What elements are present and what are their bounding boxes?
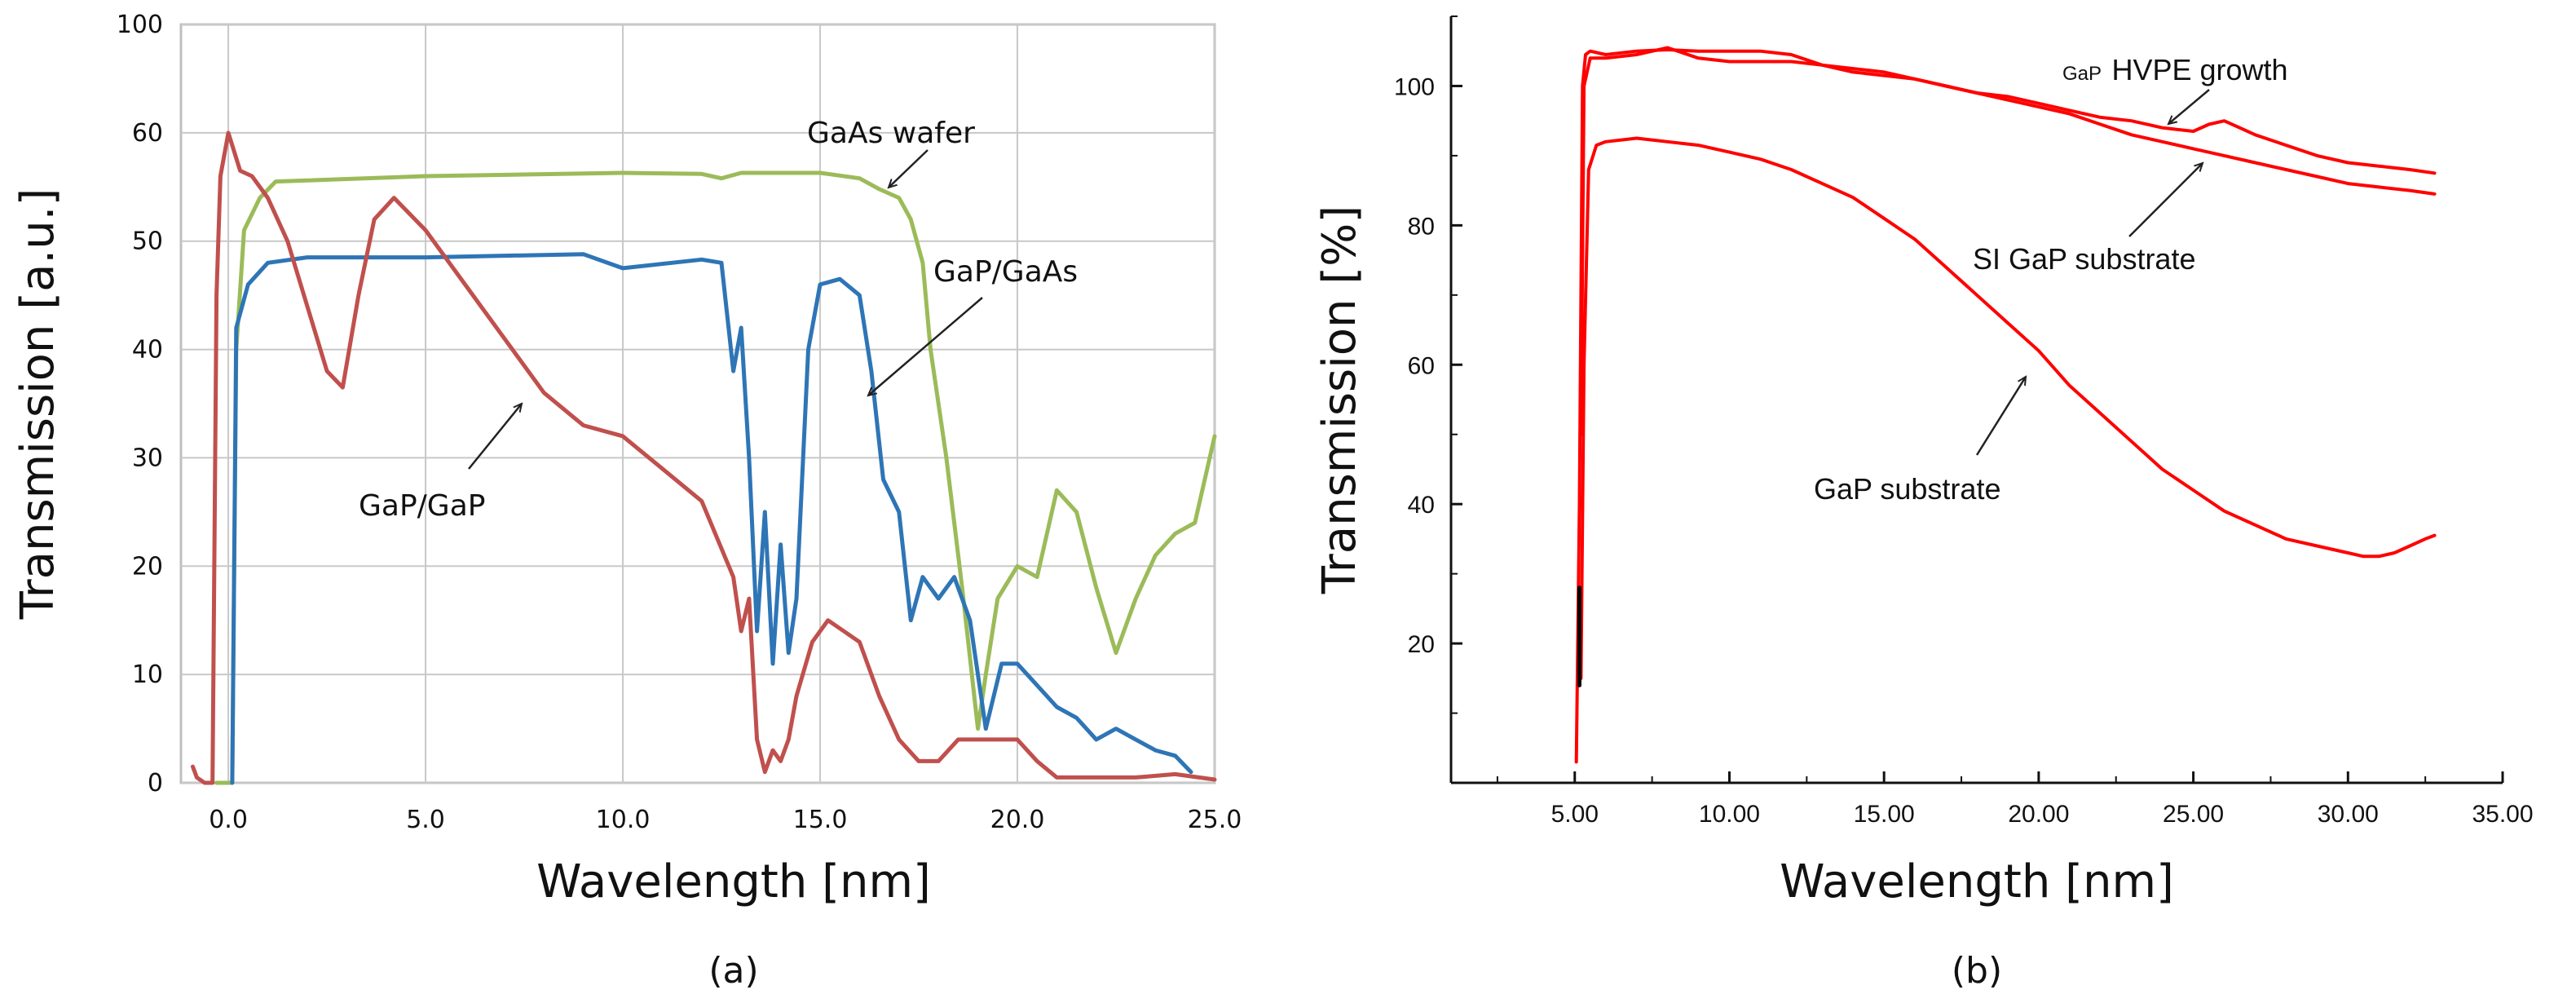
chart-a-x-tick-labels: 0.0 5.0 10.0 15.0 20.0 25.0 <box>209 806 1242 834</box>
chart-b-x-tick-label: 20.00 <box>2008 801 2069 828</box>
chart-a-x-tick-label: 15.0 <box>793 806 848 834</box>
chart-b-annotation-hvpe-prefix: GaP <box>2062 63 2102 85</box>
chart-a-arrow-gaas-wafer <box>889 149 929 188</box>
chart-a-series <box>191 130 1217 785</box>
chart-a-arrow-gap-gaas <box>868 297 983 395</box>
chart-b-annotation-hvpe-text: HVPE growth <box>2111 53 2287 86</box>
chart-a-annotation-gaas-wafer: GaAs wafer <box>807 117 975 150</box>
chart-b-xlabel: Wavelength [nm] <box>1780 855 2174 908</box>
chart-b-arrow-si-gap <box>2128 163 2203 237</box>
chart-b-series <box>1574 46 2437 764</box>
chart-b-y-tick-label: 40 <box>1408 492 1435 519</box>
chart-b-arrow-hvpe <box>2168 89 2210 124</box>
chart-a-y-tick-label: 0 <box>148 769 163 798</box>
chart-a-x-tick-label: 10.0 <box>596 806 651 834</box>
chart-b-axes <box>1449 16 2503 784</box>
chart-a-series-gap-gap <box>191 130 1217 785</box>
chart-b-x-tick-label: 30.00 <box>2318 801 2379 828</box>
chart-b-series-gap-substrate <box>1579 136 2437 680</box>
chart-b-y-tick-label: 20 <box>1408 631 1435 658</box>
chart-b: 20 40 60 80 100 5.00 10.00 15.00 20.00 25.00 30.0… <box>1313 15 2534 992</box>
chart-a-y-tick-label: 40 <box>132 336 163 365</box>
chart-b-series-gap-hvpe-growth <box>1574 48 2437 764</box>
chart-a-series-gap-gaas <box>230 252 1193 785</box>
chart-a-arrow-gap-gap <box>468 404 522 470</box>
chart-b-annotation-hvpe: GaP HVPE growth <box>2062 53 2288 86</box>
chart-a-x-tick-label: 20.0 <box>990 806 1045 834</box>
chart-b-arrow-gap-substrate <box>1975 377 2026 456</box>
chart-a-x-tick-label: 5.0 <box>406 806 445 834</box>
chart-b-series-si-gap-substrate <box>1579 46 2437 436</box>
chart-a-y-tick-label: 30 <box>132 444 163 472</box>
chart-b-annotation-gap-substrate: GaP substrate <box>1814 472 2000 506</box>
chart-a-caption: (a) <box>708 950 758 992</box>
chart-a-y-tick-label: 10 <box>132 661 163 689</box>
chart-a-y-tick-label: 20 <box>132 552 163 581</box>
chart-a-plot-area <box>179 23 1216 784</box>
chart-a-series-gaas-wafer <box>214 170 1217 785</box>
chart-a-y-tick-label: 50 <box>132 228 163 256</box>
chart-b-y-tick-label: 80 <box>1408 213 1435 240</box>
chart-b-y-ticks: 20 40 60 80 100 <box>1394 15 1462 714</box>
chart-b-ylabel: Transmission [%] <box>1313 205 1366 594</box>
chart-a-y-tick-label: 100 <box>117 11 163 39</box>
chart-b-x-ticks: 5.00 10.00 15.00 20.00 25.00 30.00 35.00 <box>1496 771 2534 828</box>
chart-a-x-tick-label: 0.0 <box>209 806 248 834</box>
chart-a-y-tick-labels: 0 10 20 30 40 50 60 100 <box>117 11 163 798</box>
chart-b-x-tick-label: 10.00 <box>1699 801 1760 828</box>
chart-a-gridlines <box>181 24 1215 784</box>
chart-a-xlabel: Wavelength [nm] <box>536 855 931 908</box>
chart-a-annotation-gap-gaas: GaP/GaAs <box>933 255 1078 289</box>
chart-b-y-tick-label: 100 <box>1394 73 1435 100</box>
chart-b-annotation-si-gap: SI GaP substrate <box>1973 242 2195 276</box>
chart-a-annotation-gap-gap: GaP/GaP <box>359 489 485 523</box>
chart-a-y-tick-label: 60 <box>132 119 163 148</box>
chart-b-x-tick-label: 5.00 <box>1551 801 1599 828</box>
chart-b-x-tick-label: 35.00 <box>2472 801 2533 828</box>
chart-b-x-tick-label: 25.00 <box>2163 801 2224 828</box>
chart-b-y-tick-label: 60 <box>1408 352 1435 379</box>
chart-b-x-tick-label: 15.00 <box>1854 801 1915 828</box>
chart-b-caption: (b) <box>1952 950 2002 992</box>
chart-a-x-tick-label: 25.0 <box>1188 806 1242 834</box>
chart-a-ylabel: Transmission [a.u.] <box>11 188 64 621</box>
